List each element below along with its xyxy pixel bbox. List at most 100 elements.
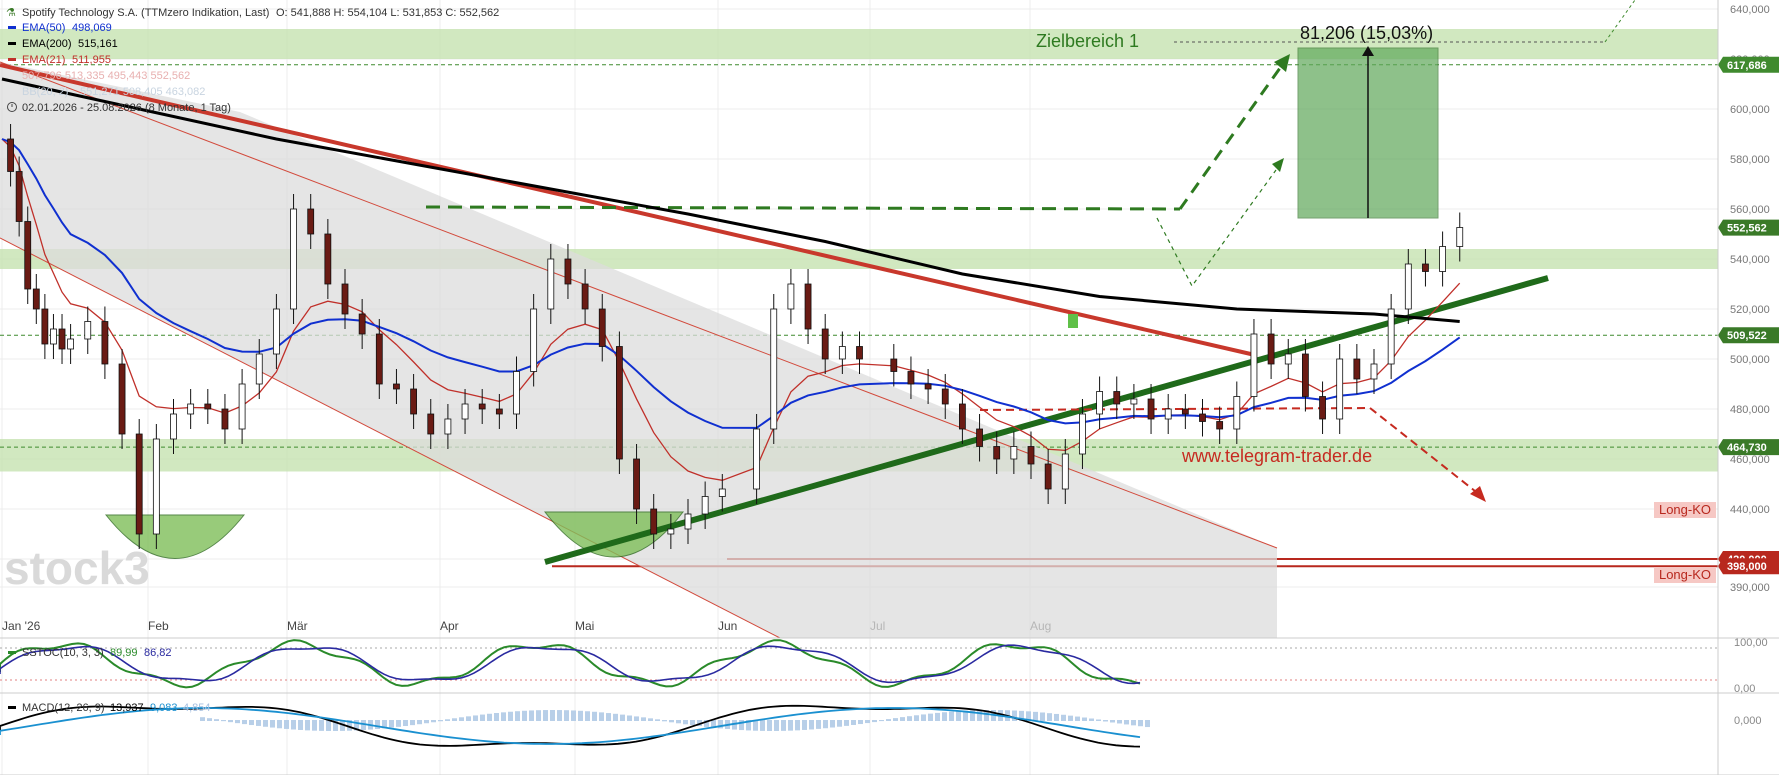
macd-hist-bar bbox=[298, 720, 303, 730]
channel-fill bbox=[0, 62, 1277, 638]
candle bbox=[907, 356, 915, 399]
y-tick-label: 600,000 bbox=[1730, 104, 1770, 116]
candle-body bbox=[1319, 396, 1326, 420]
candle-body bbox=[907, 371, 915, 385]
legend-bb-label: BB(20, 2) bbox=[22, 86, 68, 98]
lower-dashed-line bbox=[979, 407, 1371, 411]
price-badge bbox=[1718, 56, 1779, 73]
candle bbox=[1302, 339, 1309, 412]
candle bbox=[804, 269, 812, 344]
macd-hist-bar bbox=[480, 714, 485, 721]
macd-hist-bar bbox=[704, 720, 709, 727]
macd-hist-bar bbox=[984, 710, 989, 721]
candle-body bbox=[684, 513, 692, 530]
candle bbox=[616, 331, 623, 474]
macd-hist-bar bbox=[774, 720, 779, 731]
macd-hist-bar bbox=[354, 720, 359, 731]
target-arrow-head bbox=[1362, 46, 1374, 56]
candle bbox=[1422, 249, 1429, 287]
stoch-k: 89,99 bbox=[110, 647, 138, 659]
candle-body bbox=[718, 488, 726, 497]
candle-body bbox=[187, 403, 195, 415]
candle-body bbox=[444, 418, 452, 435]
candle bbox=[1113, 376, 1121, 419]
macd-hist-bar bbox=[634, 716, 639, 721]
macd-hist-bar bbox=[487, 713, 492, 721]
bull-arrow-alt-head bbox=[1272, 158, 1284, 172]
candle-body bbox=[1096, 391, 1103, 415]
candle bbox=[1387, 294, 1395, 379]
stoch-label: SSTOC(10, 3, 3) bbox=[22, 647, 104, 659]
macd-hist-bar bbox=[536, 710, 541, 721]
candle bbox=[118, 349, 126, 449]
price-badge bbox=[1718, 439, 1779, 456]
candle-body bbox=[375, 333, 383, 385]
candle-body bbox=[495, 408, 503, 415]
candle bbox=[530, 294, 538, 387]
macd-hist-bar bbox=[809, 720, 814, 730]
macd-hist-bar bbox=[291, 720, 296, 730]
x-tick-label: Jan '26 bbox=[2, 619, 41, 633]
candle-body bbox=[1113, 391, 1121, 405]
macd-hist-bar bbox=[1103, 720, 1108, 722]
candle bbox=[272, 294, 280, 369]
candle bbox=[821, 314, 829, 374]
trend-channel bbox=[0, 61, 1278, 639]
candle bbox=[564, 244, 572, 299]
candle-body bbox=[50, 328, 57, 345]
candle bbox=[152, 424, 160, 549]
macd-swatch bbox=[8, 706, 16, 709]
macd-hist-bar bbox=[1061, 714, 1066, 721]
candle bbox=[598, 294, 606, 362]
macd-hist-bar bbox=[886, 719, 891, 721]
price-badge-label: 509,522 bbox=[1727, 330, 1767, 342]
candle bbox=[787, 269, 795, 324]
candle-body bbox=[770, 308, 778, 430]
candle bbox=[187, 389, 195, 429]
target-dotted-slope bbox=[1604, 0, 1636, 43]
candle bbox=[101, 306, 109, 379]
macd-hist-bar bbox=[1047, 713, 1052, 721]
candle bbox=[221, 394, 229, 444]
macd-hist-bar bbox=[305, 720, 310, 731]
channel-lower bbox=[0, 237, 781, 639]
candle-body bbox=[84, 321, 92, 340]
candle-body bbox=[701, 496, 709, 515]
candle-body bbox=[170, 413, 177, 440]
support-zone-0 bbox=[0, 29, 1718, 59]
macd-hist-bar bbox=[816, 720, 821, 729]
macd-hist-bar bbox=[949, 711, 954, 721]
macd-hist-bar bbox=[893, 718, 898, 721]
candle-body bbox=[753, 428, 760, 490]
candle-body bbox=[1164, 408, 1172, 420]
candle bbox=[1044, 449, 1052, 504]
candle bbox=[324, 219, 332, 299]
candle-body bbox=[890, 358, 898, 372]
macd-hist-bar bbox=[1089, 718, 1094, 721]
candle-body bbox=[1284, 353, 1292, 365]
candle bbox=[1370, 349, 1378, 394]
ema21-line bbox=[1, 138, 1461, 481]
candle bbox=[1079, 399, 1086, 469]
macd-hist-bar bbox=[956, 711, 961, 721]
candle bbox=[1027, 431, 1035, 479]
macd-hist-bar bbox=[410, 720, 415, 726]
resistance-trendline bbox=[0, 63, 1256, 357]
legend-ema21-swatch bbox=[8, 58, 16, 61]
candle bbox=[1061, 439, 1069, 504]
macd-hist-bar bbox=[711, 720, 716, 728]
candle bbox=[1147, 384, 1155, 434]
macd-hist-bar bbox=[347, 720, 352, 731]
candle bbox=[478, 389, 486, 424]
long-ko-badge-2 bbox=[1654, 567, 1716, 583]
candle-body bbox=[530, 308, 538, 372]
candle-body bbox=[41, 308, 49, 345]
candle bbox=[1010, 431, 1018, 474]
macd-hist-bar bbox=[767, 720, 772, 731]
macd-hist-bar bbox=[277, 720, 282, 729]
stoch-tick-0: 0,00 bbox=[1734, 683, 1755, 695]
macd-hist-bar bbox=[417, 720, 422, 725]
candle-body bbox=[1422, 263, 1429, 272]
candle-body bbox=[1044, 463, 1052, 490]
macd-hist-bar bbox=[697, 720, 702, 727]
